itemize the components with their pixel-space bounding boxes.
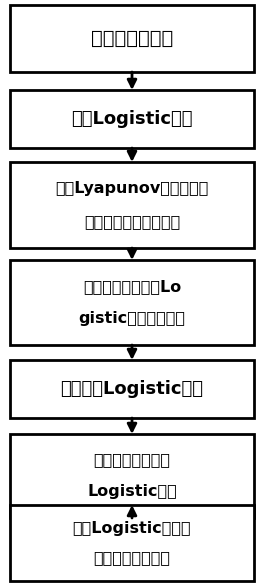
Text: 计算平衡度，确定Lo: 计算平衡度，确定Lo (83, 279, 181, 294)
Text: gistic序列开始位置: gistic序列开始位置 (78, 311, 186, 326)
Text: 初始化系统参数: 初始化系统参数 (91, 29, 173, 48)
Bar (10, 90, 254, 148)
Text: Logistic序列: Logistic序列 (87, 484, 177, 500)
Text: 双极性化Logistic序列: 双极性化Logistic序列 (60, 380, 204, 398)
Text: 完成交织和解交织: 完成交织和解交织 (93, 550, 171, 565)
Bar (10, 434, 254, 518)
Text: 计算互相关，输出: 计算互相关，输出 (93, 453, 171, 467)
Text: 计算Logistic序列: 计算Logistic序列 (71, 110, 193, 128)
Bar (10, 260, 254, 345)
Bar (10, 162, 254, 248)
Bar (10, 505, 254, 581)
Text: 利用Logistic序列，: 利用Logistic序列， (73, 521, 191, 536)
Text: 最小数字量化比特长度: 最小数字量化比特长度 (84, 214, 180, 229)
Text: 计算Lyapunov指数，确定: 计算Lyapunov指数，确定 (55, 181, 209, 196)
Bar (10, 360, 254, 418)
Bar (10, 5, 254, 72)
